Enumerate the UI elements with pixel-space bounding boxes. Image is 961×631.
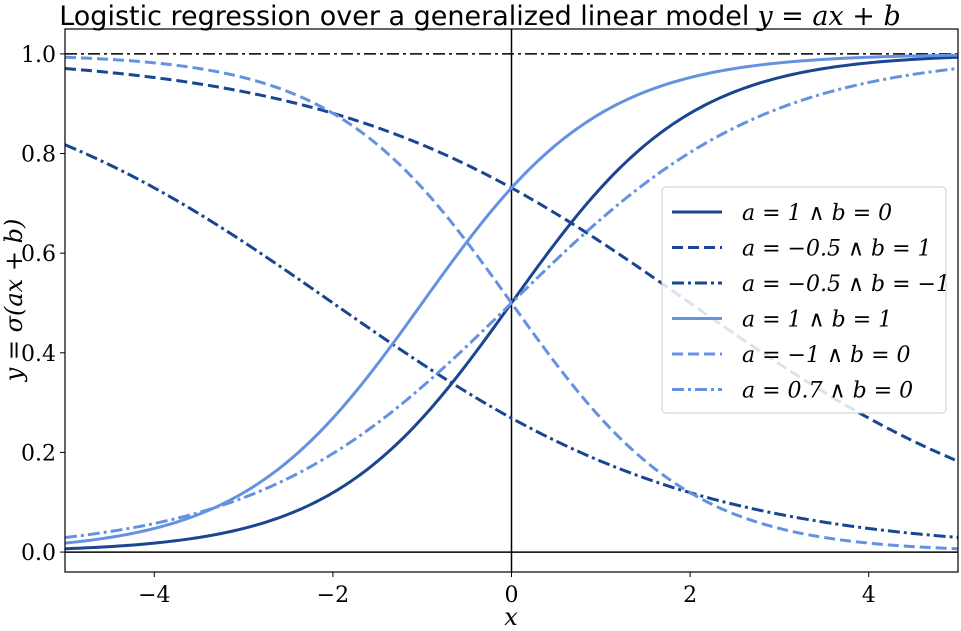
y-tick-label: 0.2	[21, 441, 56, 466]
chart-title-math: y = ax + b	[756, 1, 900, 32]
legend-label: a = −1 ∧ b = 0	[742, 343, 911, 368]
series-line-3	[65, 53, 958, 545]
y-axis-label: y = σ(ax + b)	[0, 219, 28, 383]
y-tick-label: 0.4	[21, 342, 56, 367]
plot-area: −4 −2 0 2 40.00.20.40.60.81.0a = 1 ∧ b = 0a …	[21, 28, 959, 608]
x-tick-label: 0	[505, 583, 519, 608]
plot-lines	[65, 29, 958, 572]
x-axis-label: x	[504, 603, 518, 631]
y-tick-label: 0.6	[21, 242, 56, 267]
chart-title: Logistic regression over a generalized l…	[59, 1, 901, 32]
x-tick-label: 4	[862, 583, 876, 608]
legend-label: a = 1 ∧ b = 1	[742, 308, 892, 333]
legend-box	[661, 186, 947, 414]
legend-label: a = 1 ∧ b = 0	[742, 201, 892, 226]
x-tick-label: −4	[138, 583, 170, 608]
y-tick-label: 0.8	[21, 143, 56, 168]
legend-label: a = −0.5 ∧ b = −1	[742, 272, 950, 297]
x-tick-label: −2	[317, 583, 349, 608]
legend-label: a = 0.7 ∧ b = 0	[742, 379, 913, 404]
series-line-4	[65, 55, 958, 551]
series-line-2	[65, 143, 958, 539]
chart-title-text: Logistic regression over a generalized l…	[59, 1, 749, 32]
legend-label: a = −0.5 ∧ b = 1	[742, 237, 932, 262]
series-line-5	[65, 67, 958, 539]
y-tick-label: 0.0	[21, 541, 56, 566]
y-tick-label: 1.0	[21, 43, 56, 68]
x-tick-label: 2	[683, 583, 697, 608]
legend: a = 1 ∧ b = 0 a = −0.5 ∧ b = 1 a = −0.5 ∧ …	[661, 186, 950, 414]
